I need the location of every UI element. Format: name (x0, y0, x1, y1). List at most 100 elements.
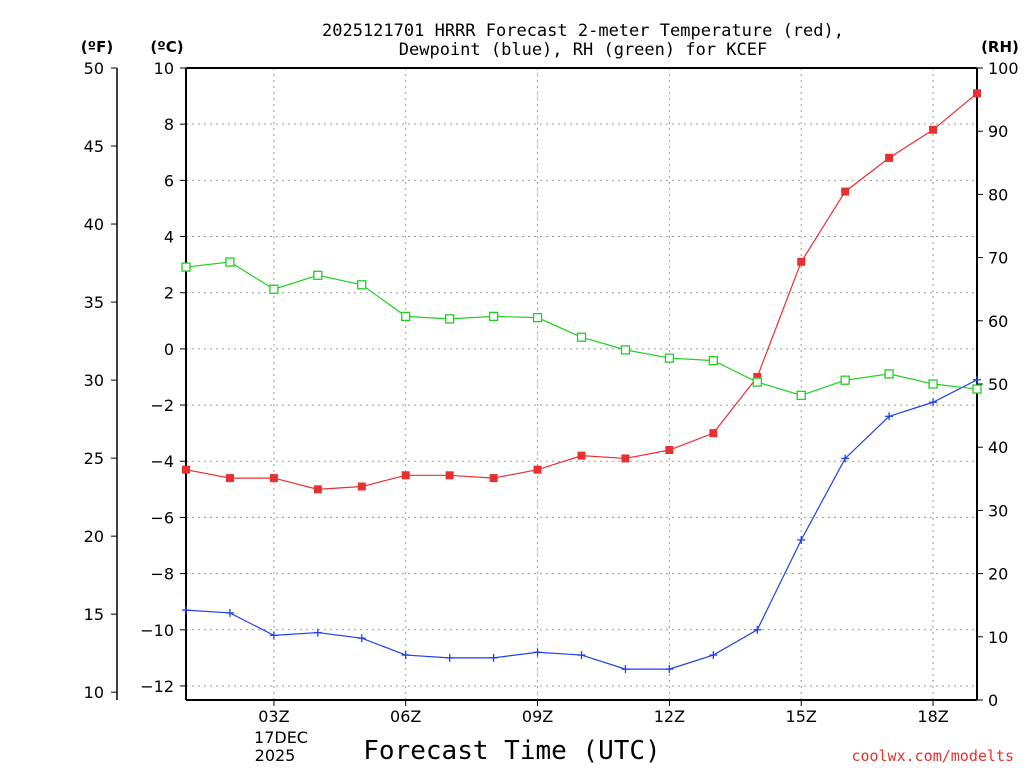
rh-point (928, 379, 938, 389)
rh-point (620, 345, 631, 355)
x-axis-label: Forecast Time (UTC) (363, 736, 660, 766)
rh-tick-label: 90 (988, 122, 1008, 141)
dewpoint-point (401, 651, 410, 660)
dewpoint-point (797, 535, 806, 544)
rh-point (884, 369, 894, 379)
rh-point (401, 311, 411, 322)
rh-point (752, 377, 762, 387)
temperature-point (182, 465, 190, 474)
x-tick-label: 06Z (390, 707, 421, 726)
fahrenheit-tick-label: 10 (84, 683, 104, 702)
dewpoint-point (753, 625, 762, 634)
fahrenheit-tick-label: 40 (84, 215, 104, 234)
dewpoint-point (313, 628, 322, 637)
x-tick-label: 12Z (654, 707, 685, 726)
temperature-point (357, 482, 366, 491)
fahrenheit-tick-label: 20 (84, 527, 104, 546)
dewpoint-point (621, 665, 630, 674)
rh-tick-label: 0 (988, 691, 998, 710)
temperature-point (929, 125, 938, 134)
rh-point (796, 390, 806, 401)
rh-point (664, 353, 675, 363)
dewpoint-line (185, 379, 978, 670)
rh-tick-label: 10 (988, 628, 1008, 647)
rh-point (181, 262, 191, 272)
chart-title-line1: 2025121701 HRRR Forecast 2-meter Tempera… (322, 21, 844, 41)
temperature-point (445, 471, 454, 480)
x-tick-label: 15Z (786, 707, 817, 726)
dewpoint-point (841, 454, 850, 463)
fahrenheit-tick-label: 25 (84, 449, 104, 468)
rh-point (840, 375, 850, 385)
dewpoint-point (929, 398, 938, 407)
temperature-point (489, 474, 498, 483)
temperature-point (269, 474, 278, 483)
temperature-line (185, 92, 978, 490)
dewpoint-point (225, 608, 234, 617)
rh-unit-label: (RH) (981, 38, 1019, 56)
celsius-tick-label: 0 (164, 340, 174, 359)
rh-tick-label: 60 (988, 312, 1008, 331)
temperature-point (797, 257, 806, 266)
x-tick-label: 09Z (522, 707, 553, 726)
celsius-tick-label: −10 (140, 621, 174, 640)
celsius-tick-label: 2 (164, 284, 174, 303)
celsius-tick-label: −4 (150, 452, 174, 471)
dewpoint-point (709, 651, 718, 660)
fahrenheit-tick-label: 30 (84, 371, 104, 390)
temperature-point (709, 429, 718, 438)
credit-link[interactable]: coolwx.com/modelts (851, 747, 1014, 765)
dewpoint-point (665, 665, 674, 674)
axes (111, 67, 983, 706)
dewpoint-point (357, 634, 366, 643)
temperature-point (533, 465, 542, 474)
dewpoint-point (885, 412, 894, 421)
fahrenheit-tick-label: 15 (84, 605, 104, 624)
rh-tick-label: 30 (988, 501, 1008, 520)
rh-tick-label: 50 (988, 375, 1008, 394)
rh-point (313, 270, 323, 280)
celsius-tick-label: −8 (150, 565, 174, 584)
x-tick-label: 18Z (917, 707, 948, 726)
rh-line (185, 261, 978, 397)
tick-labels: 1086420−2−4−6−8−10−125045403530252015101… (84, 59, 1019, 726)
temperature-point (313, 485, 322, 494)
rh-point (488, 311, 499, 322)
rh-tick-label: 70 (988, 249, 1008, 268)
celsius-tick-label: −12 (140, 677, 174, 696)
dewpoint-point (533, 648, 542, 657)
temperature-point (225, 474, 234, 483)
temperature-point (753, 372, 762, 381)
dewpoint-point (182, 606, 190, 615)
rh-tick-label: 80 (988, 185, 1008, 204)
celsius-tick-label: 6 (164, 171, 174, 190)
temperature-point (841, 187, 850, 196)
rh-tick-label: 40 (988, 438, 1008, 457)
rh-point (532, 312, 543, 323)
dewpoint-point (445, 653, 454, 662)
celsius-tick-label: −2 (150, 396, 174, 415)
data-series (181, 89, 982, 674)
rh-point (357, 280, 367, 290)
rh-point (445, 314, 455, 324)
celsius-tick-label: 8 (164, 115, 174, 134)
date-label-year: 2025 (255, 746, 296, 765)
dewpoint-point (269, 631, 278, 640)
fahrenheit-tick-label: 35 (84, 293, 104, 312)
celsius-tick-label: 4 (164, 228, 174, 247)
celsius-tick-label: −6 (150, 508, 174, 527)
chart-title-line2: Dewpoint (blue), RH (green) for KCEF (399, 40, 767, 60)
dewpoint-point (973, 375, 981, 384)
rh-tick-label: 100 (988, 59, 1019, 78)
dewpoint-point (489, 653, 498, 662)
rh-point (225, 257, 235, 267)
rh-point (972, 384, 982, 394)
rh-tick-label: 20 (988, 565, 1008, 584)
temperature-point (577, 451, 586, 460)
temperature-point (621, 454, 630, 463)
rh-point (708, 355, 718, 366)
x-tick-label: 03Z (258, 707, 289, 726)
fahrenheit-unit-label: (ºF) (81, 38, 113, 56)
fahrenheit-tick-label: 45 (84, 137, 104, 156)
